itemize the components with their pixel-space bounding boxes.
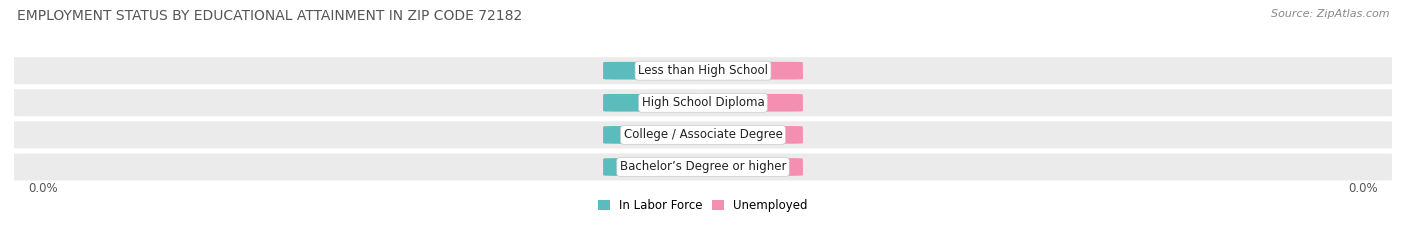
FancyBboxPatch shape: [0, 57, 1406, 84]
FancyBboxPatch shape: [603, 126, 706, 144]
Legend: In Labor Force, Unemployed: In Labor Force, Unemployed: [593, 195, 813, 217]
FancyBboxPatch shape: [700, 94, 803, 112]
Text: Source: ZipAtlas.com: Source: ZipAtlas.com: [1271, 9, 1389, 19]
Text: 0.0%: 0.0%: [1348, 182, 1378, 195]
FancyBboxPatch shape: [0, 121, 1406, 148]
FancyBboxPatch shape: [700, 62, 803, 79]
Text: Bachelor’s Degree or higher: Bachelor’s Degree or higher: [620, 161, 786, 174]
FancyBboxPatch shape: [603, 158, 706, 176]
Text: High School Diploma: High School Diploma: [641, 96, 765, 109]
Text: 0.0%: 0.0%: [640, 162, 671, 172]
FancyBboxPatch shape: [700, 126, 803, 144]
FancyBboxPatch shape: [603, 62, 706, 79]
Text: 0.0%: 0.0%: [640, 66, 671, 76]
FancyBboxPatch shape: [700, 158, 803, 176]
FancyBboxPatch shape: [0, 154, 1406, 181]
Text: 0.0%: 0.0%: [735, 130, 766, 140]
FancyBboxPatch shape: [603, 94, 706, 112]
Text: College / Associate Degree: College / Associate Degree: [624, 128, 782, 141]
FancyBboxPatch shape: [0, 89, 1406, 116]
Text: 0.0%: 0.0%: [640, 98, 671, 108]
Text: Less than High School: Less than High School: [638, 64, 768, 77]
Text: EMPLOYMENT STATUS BY EDUCATIONAL ATTAINMENT IN ZIP CODE 72182: EMPLOYMENT STATUS BY EDUCATIONAL ATTAINM…: [17, 9, 522, 23]
Text: 0.0%: 0.0%: [735, 162, 766, 172]
Text: 0.0%: 0.0%: [735, 98, 766, 108]
Text: 0.0%: 0.0%: [28, 182, 58, 195]
Text: 0.0%: 0.0%: [735, 66, 766, 76]
Text: 0.0%: 0.0%: [640, 130, 671, 140]
